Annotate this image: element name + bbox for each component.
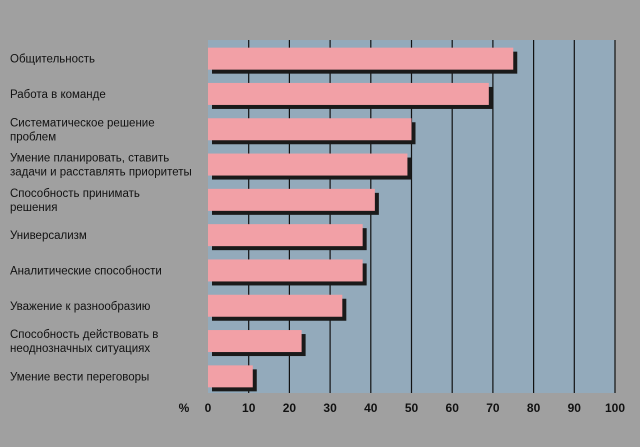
x-tick-label: 20: [283, 401, 297, 415]
category-label: Уважение к разнообразию: [10, 301, 151, 313]
category-label: Способность действовать в: [10, 329, 158, 341]
bar: [208, 82, 489, 105]
x-tick-label: 0: [205, 401, 212, 415]
category-label: Умение планировать, ставить: [10, 153, 169, 165]
bar: [208, 365, 253, 388]
x-tick-label: 80: [527, 401, 541, 415]
x-tick-label: 90: [568, 401, 582, 415]
bar: [208, 188, 375, 211]
x-tick-label: 40: [364, 401, 378, 415]
bar: [208, 294, 343, 317]
bars: [208, 47, 518, 392]
category-label: неоднозначных ситуациях: [10, 343, 150, 355]
x-axis: % 0 10 20 30 40 50 60 70 80 90 100: [179, 401, 626, 415]
x-tick-label: 70: [486, 401, 500, 415]
bar: [208, 118, 412, 141]
x-tick-label: 50: [405, 401, 419, 415]
x-tick-label: 10: [242, 401, 256, 415]
x-tick-label: 60: [446, 401, 460, 415]
bar: [208, 224, 363, 247]
category-labels: Общительность Работа в команде Систематиче…: [10, 54, 192, 384]
category-label: Работа в команде: [10, 89, 106, 101]
bar: [208, 153, 408, 176]
category-label: проблем: [10, 131, 56, 143]
category-label: решения: [10, 202, 57, 214]
category-label: задачи и расставлять приоритеты: [10, 167, 192, 179]
category-label: Способность принимать: [10, 188, 140, 200]
category-label: Аналитические способности: [10, 265, 162, 277]
category-label: Универсализм: [10, 230, 87, 242]
bar: [208, 47, 514, 70]
category-label: Умение вести переговоры: [10, 371, 149, 383]
x-axis-unit-label: %: [179, 401, 190, 415]
x-tick-label: 100: [605, 401, 625, 415]
category-label: Систематическое решение: [10, 117, 155, 129]
x-tick-label: 30: [323, 401, 337, 415]
category-label: Общительность: [10, 54, 95, 66]
bar: [208, 259, 363, 282]
bar: [208, 330, 302, 353]
